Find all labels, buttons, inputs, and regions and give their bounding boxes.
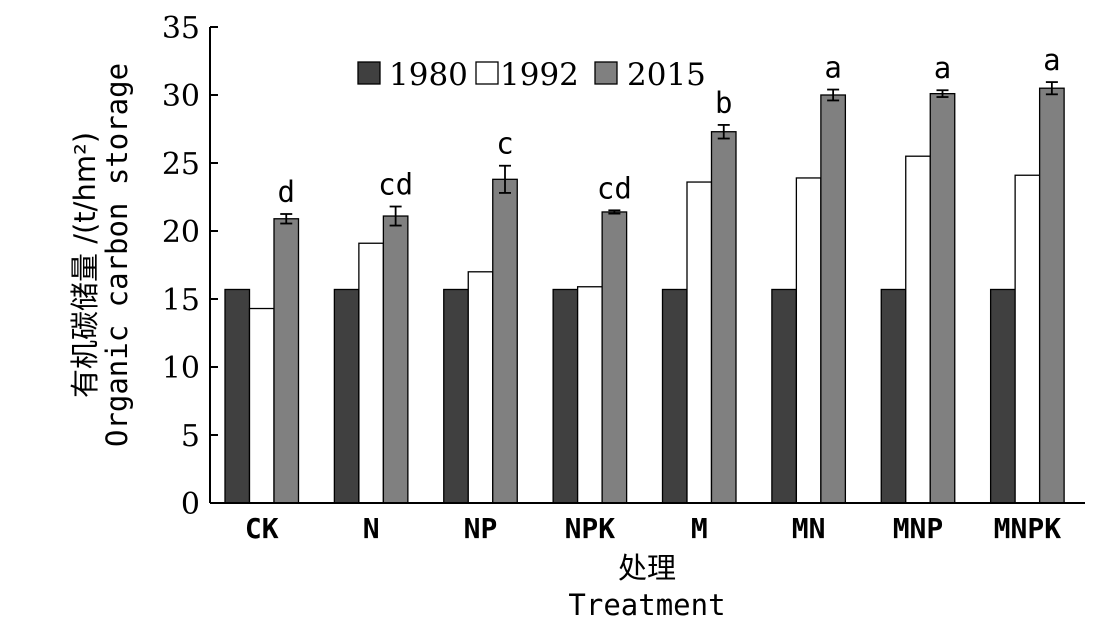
bar-2015-NPK bbox=[601, 211, 628, 504]
significance-label-N: cd bbox=[378, 168, 413, 202]
bar-1980-MNPK bbox=[989, 288, 1016, 504]
significance-label-CK: d bbox=[278, 175, 295, 209]
y-tick-label-30: 30 bbox=[162, 79, 200, 114]
bar-2015-N bbox=[382, 215, 409, 504]
bar-1980-N bbox=[333, 288, 360, 504]
bar-1992-NPK bbox=[576, 286, 603, 504]
bar-1992-MNPK bbox=[1014, 174, 1041, 504]
y-tick-label-10: 10 bbox=[162, 351, 200, 386]
y-axis-title-cn: 有机碳储量 /(t/hm²) bbox=[68, 132, 102, 398]
legend-label-2015: 2015 bbox=[627, 57, 706, 93]
x-tick-label-NPK: NPK bbox=[565, 512, 616, 545]
legend-swatch-1980 bbox=[357, 61, 381, 85]
bar-1992-MNP bbox=[905, 155, 931, 504]
y-tick-label-5: 5 bbox=[181, 419, 200, 454]
bar-1980-MN bbox=[771, 288, 798, 504]
bar-1980-NP bbox=[443, 288, 469, 504]
y-axis-title-en: Organic carbon storage bbox=[100, 63, 134, 447]
bar-1980-MNP bbox=[880, 288, 907, 504]
bar-2015-NP bbox=[492, 178, 518, 504]
bar-1992-MN bbox=[795, 177, 822, 504]
bar-1992-NP bbox=[467, 271, 494, 504]
legend-swatch-1992 bbox=[475, 61, 499, 85]
bar-2015-MN bbox=[820, 94, 847, 504]
significance-label-NPK: cd bbox=[597, 171, 632, 205]
x-tick-label-M: M bbox=[691, 512, 708, 545]
y-tick-label-25: 25 bbox=[162, 147, 200, 182]
significance-label-MN: a bbox=[824, 51, 841, 85]
bar-1980-CK bbox=[224, 288, 251, 504]
y-tick-label-20: 20 bbox=[162, 215, 200, 250]
bar-2015-CK bbox=[273, 218, 300, 504]
bar-2015-MNPK bbox=[1038, 87, 1065, 504]
legend-label-1980: 1980 bbox=[389, 57, 468, 93]
plot-area: d cd c cd b a a a bbox=[224, 43, 1065, 504]
x-tick-label-NP: NP bbox=[464, 512, 498, 545]
bar-1992-CK bbox=[248, 307, 275, 504]
significance-label-MNP: a bbox=[934, 51, 951, 85]
axes: CK N NP NPK M MN MNP MNPK 0 5 10 15 20 25 30 35 bbox=[162, 11, 1085, 545]
x-tick-label-MNP: MNP bbox=[893, 512, 944, 545]
y-tick-label-0: 0 bbox=[181, 487, 200, 522]
x-tick-label-MNPK: MNPK bbox=[994, 512, 1062, 545]
bar-2015-MNP bbox=[929, 92, 956, 504]
y-tick-label-15: 15 bbox=[162, 283, 200, 318]
x-tick-label-MN: MN bbox=[792, 512, 826, 545]
bar-1980-NPK bbox=[552, 288, 579, 504]
x-tick-label-N: N bbox=[363, 512, 380, 545]
x-axis-title-cn: 处理 bbox=[618, 551, 676, 585]
bar-2015-M bbox=[710, 131, 737, 504]
x-tick-label-CK: CK bbox=[245, 512, 279, 545]
legend: 1980 1992 2015 bbox=[357, 57, 706, 93]
significance-label-NP: c bbox=[496, 127, 513, 161]
bar-1992-N bbox=[358, 242, 385, 504]
bar-1992-M bbox=[686, 181, 713, 504]
significance-label-M: b bbox=[715, 86, 732, 120]
legend-swatch-2015 bbox=[594, 61, 618, 85]
y-tick-label-35: 35 bbox=[162, 11, 200, 46]
legend-label-1992: 1992 bbox=[500, 57, 579, 93]
significance-label-MNPK: a bbox=[1043, 43, 1060, 77]
bar-1980-M bbox=[661, 288, 688, 504]
x-axis-title-en: Treatment bbox=[568, 588, 725, 622]
